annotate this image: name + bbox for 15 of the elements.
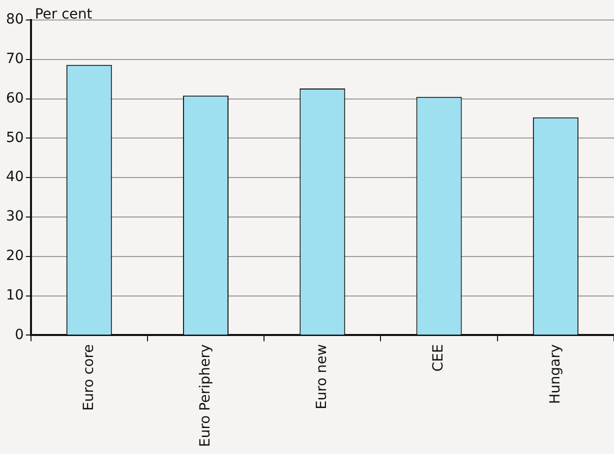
y-tick-label: 30	[6, 208, 24, 225]
y-tick-label: 60	[6, 90, 24, 106]
x-tick-label: Euro Periphery	[197, 344, 214, 448]
x-tick-label: Hungary	[547, 344, 564, 404]
x-tick-label: CEE	[430, 344, 447, 372]
y-tick-label: 40	[6, 169, 24, 186]
y-axis-title: Per cent	[34, 6, 93, 23]
y-tick-label: 20	[6, 248, 24, 264]
y-tick-label: 80	[6, 12, 24, 28]
y-tick-label: 10	[6, 287, 24, 304]
y-tick-label: 0	[14, 326, 24, 343]
x-tick-label: Euro new	[314, 344, 330, 410]
y-tick-label: 50	[6, 130, 24, 146]
x-tick-label: Euro core	[80, 344, 97, 411]
y-tick-label: 70	[6, 51, 24, 68]
